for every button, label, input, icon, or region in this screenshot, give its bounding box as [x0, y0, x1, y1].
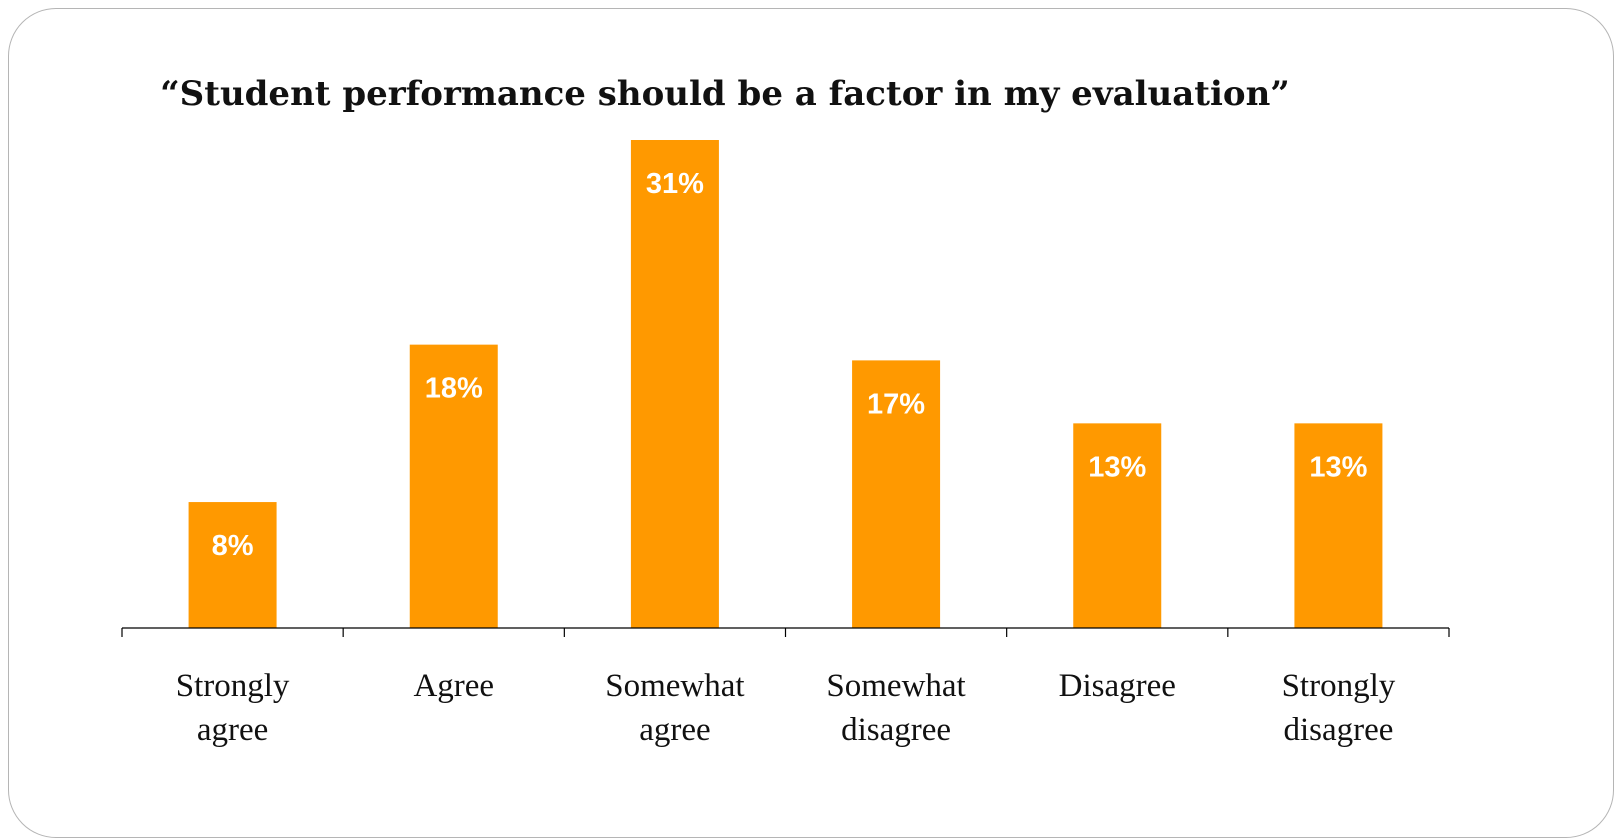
category-label-2: Somewhat agree: [605, 668, 744, 748]
bar-5: [1294, 423, 1383, 628]
category-label-5: Strongly disagree: [1282, 668, 1396, 748]
bar-4: [1073, 423, 1162, 628]
chart-title: “Student performance should be a factor …: [160, 74, 1290, 114]
category-label-4: Disagree: [1059, 668, 1176, 704]
bar-value-label-0: 8%: [212, 530, 254, 562]
bar-value-label-5: 13%: [1309, 451, 1367, 483]
bar-value-label-3: 17%: [867, 388, 925, 420]
bar-value-label-1: 18%: [425, 373, 483, 405]
category-label-3: Somewhat disagree: [826, 668, 965, 748]
bar-2: [630, 140, 719, 628]
bar-1: [409, 344, 498, 628]
category-label-1: Agree: [413, 668, 494, 704]
bar-value-label-4: 13%: [1088, 451, 1146, 483]
category-label-0: Strongly agree: [176, 668, 290, 748]
bar-value-label-2: 31%: [646, 168, 704, 200]
bar-0: [188, 502, 277, 628]
bar-3: [852, 360, 941, 628]
